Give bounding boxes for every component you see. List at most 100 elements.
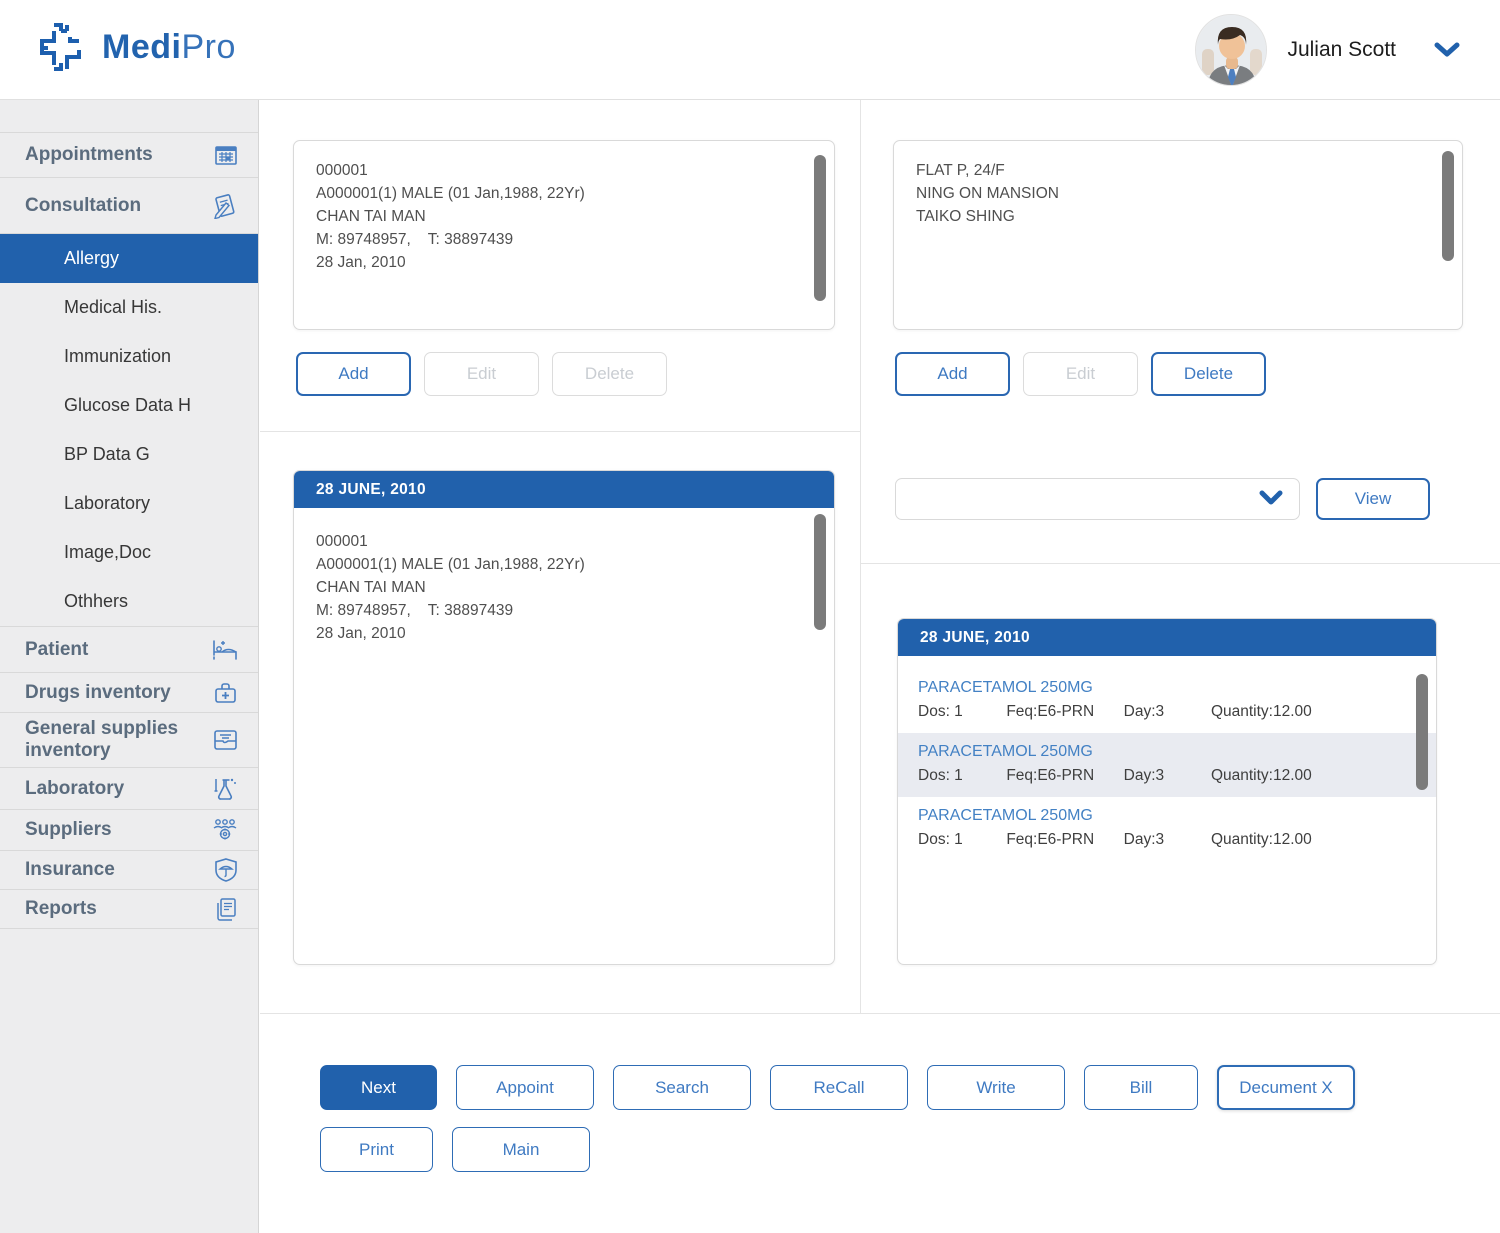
delete-button[interactable]: Delete: [1151, 352, 1266, 396]
dose-value: Dos: 1: [918, 767, 963, 784]
search-button[interactable]: Search: [613, 1065, 751, 1110]
scrollbar-thumb[interactable]: [1416, 674, 1428, 790]
submenu-item-othhers[interactable]: Othhers: [64, 591, 129, 611]
left-section-divider: [260, 431, 860, 432]
sidebar-item-reports[interactable]: Reports: [0, 890, 258, 929]
user-avatar: [1195, 14, 1268, 86]
patient-record: A000001(1) MALE (01 Jan,1988, 22Yr): [316, 185, 585, 202]
print-button[interactable]: Print: [320, 1127, 433, 1172]
sidebar: Appointments Consultation Allergy Medica…: [0, 100, 259, 1233]
scrollbar-thumb[interactable]: [1442, 151, 1454, 261]
sidebar-item-laboratory[interactable]: Laboratory: [0, 768, 258, 810]
reports-icon: [214, 897, 238, 922]
delete-button[interactable]: Delete: [552, 352, 667, 396]
right-section-divider: [861, 563, 1500, 564]
write-button[interactable]: Write: [927, 1065, 1065, 1110]
patient-id: 000001: [316, 162, 368, 179]
patient-date: 28 Jan, 2010: [316, 625, 406, 642]
scrollbar-thumb[interactable]: [814, 514, 826, 630]
chevron-down-icon[interactable]: [1434, 42, 1460, 58]
prescription-row[interactable]: PARACETAMOL 250MG Dos: 1 Feq:E6-PRN Day:…: [898, 797, 1436, 861]
edit-button[interactable]: Edit: [424, 352, 539, 396]
address-line: NING ON MANSION: [916, 185, 1059, 202]
address-line: FLAT P, 24/F: [916, 162, 1005, 179]
sidebar-item-general-supplies[interactable]: General supplies inventory: [0, 713, 258, 768]
quantity-value: Quantity:12.00: [1210, 767, 1312, 784]
consultation-submenu: Allergy Medical His. Immunization Glucos…: [0, 234, 258, 627]
appoint-button[interactable]: Appoint: [456, 1065, 594, 1110]
submenu-item-immunization[interactable]: Immunization: [64, 346, 172, 366]
patient-phones: M: 89748957, T: 38897439: [316, 231, 514, 248]
suppliers-icon: [212, 818, 238, 842]
column-divider: [860, 100, 861, 1013]
calendar-icon: [214, 143, 238, 167]
patient-date: 28 Jan, 2010: [316, 254, 406, 271]
prescription-row[interactable]: PARACETAMOL 250MG Dos: 1 Feq:E6-PRN Day:…: [898, 669, 1436, 733]
panel-date-header: 28 JUNE, 2010: [898, 619, 1436, 656]
day-value: Day:3: [1123, 831, 1165, 848]
sidebar-item-patient[interactable]: Patient: [0, 627, 258, 673]
scrollbar-thumb[interactable]: [814, 155, 826, 301]
quantity-value: Quantity:12.00: [1210, 831, 1312, 848]
quantity-value: Quantity:12.00: [1210, 703, 1312, 720]
patient-name: CHAN TAI MAN: [316, 579, 426, 596]
address-panel-actions: Add Edit Delete: [895, 352, 1266, 396]
bed-icon: [212, 639, 238, 661]
address-panel: FLAT P, 24/F NING ON MANSION TAIKO SHING: [893, 140, 1463, 330]
sidebar-item-appointments[interactable]: Appointments: [0, 132, 258, 178]
main-button[interactable]: Main: [452, 1127, 590, 1172]
submenu-item-medical-his[interactable]: Medical His.: [64, 297, 163, 317]
insurance-shield-icon: [214, 857, 238, 883]
dose-value: Dos: 1: [918, 703, 963, 720]
day-value: Day:3: [1123, 767, 1165, 784]
patient-phones: M: 89748957, T: 38897439: [316, 602, 514, 619]
consultation-icon: [212, 193, 238, 219]
brand-name: MediPro: [102, 27, 236, 66]
address-line: TAIKO SHING: [916, 208, 1015, 225]
panel-date-header: 28 JUNE, 2010: [294, 471, 834, 508]
dose-value: Dos: 1: [918, 831, 963, 848]
footer-actions-row2: Print Main: [320, 1127, 590, 1172]
top-bar: MediPro Julian Scott: [0, 0, 1500, 100]
patient-info-panel: 000001 A000001(1) MALE (01 Jan,1988, 22Y…: [293, 140, 835, 330]
recall-button[interactable]: ReCall: [770, 1065, 908, 1110]
edit-button[interactable]: Edit: [1023, 352, 1138, 396]
submenu-item-image-doc[interactable]: Image,Doc: [64, 542, 152, 562]
chevron-down-icon: [1259, 490, 1283, 506]
bill-button[interactable]: Bill: [1084, 1065, 1198, 1110]
document-x-button[interactable]: Decument X: [1217, 1065, 1355, 1110]
add-button[interactable]: Add: [296, 352, 411, 396]
frequency-value: Feq:E6-PRN: [1006, 767, 1095, 784]
patient-id: 000001: [316, 533, 368, 550]
record-select[interactable]: [895, 478, 1300, 520]
next-button[interactable]: Next: [320, 1065, 437, 1110]
sidebar-item-suppliers[interactable]: Suppliers: [0, 810, 258, 851]
brand-logo[interactable]: MediPro: [34, 20, 236, 74]
prescription-row-selected[interactable]: PARACETAMOL 250MG Dos: 1 Feq:E6-PRN Day:…: [898, 733, 1436, 797]
submenu-item-allergy[interactable]: Allergy: [0, 234, 258, 283]
medical-cross-icon: [34, 20, 88, 74]
drug-name: PARACETAMOL 250MG: [918, 679, 1093, 696]
sidebar-item-drugs-inventory[interactable]: Drugs inventory: [0, 673, 258, 713]
drug-name: PARACETAMOL 250MG: [918, 807, 1093, 824]
submenu-item-glucose-data[interactable]: Glucose Data H: [64, 395, 192, 415]
day-value: Day:3: [1123, 703, 1165, 720]
patient-name: CHAN TAI MAN: [316, 208, 426, 225]
sidebar-item-insurance[interactable]: Insurance: [0, 851, 258, 890]
add-button[interactable]: Add: [895, 352, 1010, 396]
frequency-value: Feq:E6-PRN: [1006, 831, 1095, 848]
user-name: Julian Scott: [1287, 38, 1396, 61]
user-menu[interactable]: Julian Scott: [1195, 0, 1460, 100]
visit-history-panel: 28 JUNE, 2010 000001 A000001(1) MALE (01…: [293, 470, 835, 965]
footer-divider: [260, 1013, 1500, 1014]
submenu-item-bp-data[interactable]: BP Data G: [64, 444, 150, 464]
view-button[interactable]: View: [1316, 478, 1430, 520]
drugs-icon: [213, 681, 238, 705]
sidebar-item-consultation[interactable]: Consultation: [0, 178, 258, 234]
footer-actions-row1: Next Appoint Search ReCall Write Bill De…: [320, 1065, 1355, 1110]
lab-flask-icon: [212, 777, 238, 801]
record-toolbar: View: [895, 478, 1435, 520]
frequency-value: Feq:E6-PRN: [1006, 703, 1095, 720]
submenu-item-laboratory[interactable]: Laboratory: [64, 493, 151, 513]
